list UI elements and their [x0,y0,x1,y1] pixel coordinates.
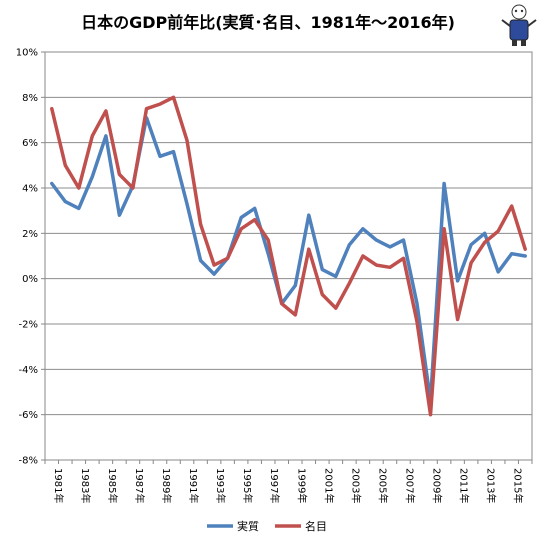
y-tick-label: 6% [22,138,38,149]
y-axis-ticks: 10% 8% 6% 4% 2% 0% -2% -4% -6% -8% [16,48,45,467]
x-tick-label: 2009年 [431,468,444,503]
x-tick-label: 1983年 [79,468,92,503]
x-tick-label: 1999年 [295,468,308,503]
y-tick-label: -6% [19,410,38,421]
series-line-実質 [50,115,527,403]
y-tick-label: 0% [22,274,38,285]
x-tick-label: 2001年 [322,468,335,503]
chart-title: 日本のGDP前年比(実質･名目、1981年～2016年) [81,13,455,32]
grid-lines [45,96,532,416]
series-lines [50,95,527,417]
x-tick-label: 1985年 [106,468,119,503]
y-tick-label: 10% [16,48,38,59]
mascot-logo [501,4,537,46]
x-tick-label: 2007年 [403,468,416,503]
x-tick-label: 2013年 [485,468,498,503]
x-tick-label: 2005年 [376,468,389,503]
x-tick-label: 1995年 [241,468,254,503]
y-tick-label: -2% [19,320,38,331]
x-tick-label: 1991年 [187,468,200,503]
series-line-名目 [50,95,527,417]
legend: 実質 名目 [207,519,327,533]
x-tick-label: 1981年 [52,468,65,503]
legend-label: 実質 [237,519,259,533]
x-tick-label: 2003年 [349,468,362,503]
y-tick-label: -4% [19,365,38,376]
x-tick-label: 2015年 [512,468,525,503]
y-tick-label: 4% [22,184,38,195]
x-tick-label: 1993年 [214,468,227,503]
x-tick-label: 1997年 [268,468,281,503]
y-tick-label: 2% [22,229,38,240]
x-tick-label: 1989年 [160,468,173,503]
x-tick-label: 2011年 [458,468,471,503]
plot-area [44,51,533,461]
legend-label: 名目 [305,519,327,533]
y-tick-label: -8% [19,456,38,467]
y-tick-label: 8% [22,93,38,104]
x-tick-label: 1987年 [133,468,146,503]
x-axis-ticks: 1981年 1983年 1985年 1987年 1989年 1991年 1993年 1995年… [44,460,533,503]
